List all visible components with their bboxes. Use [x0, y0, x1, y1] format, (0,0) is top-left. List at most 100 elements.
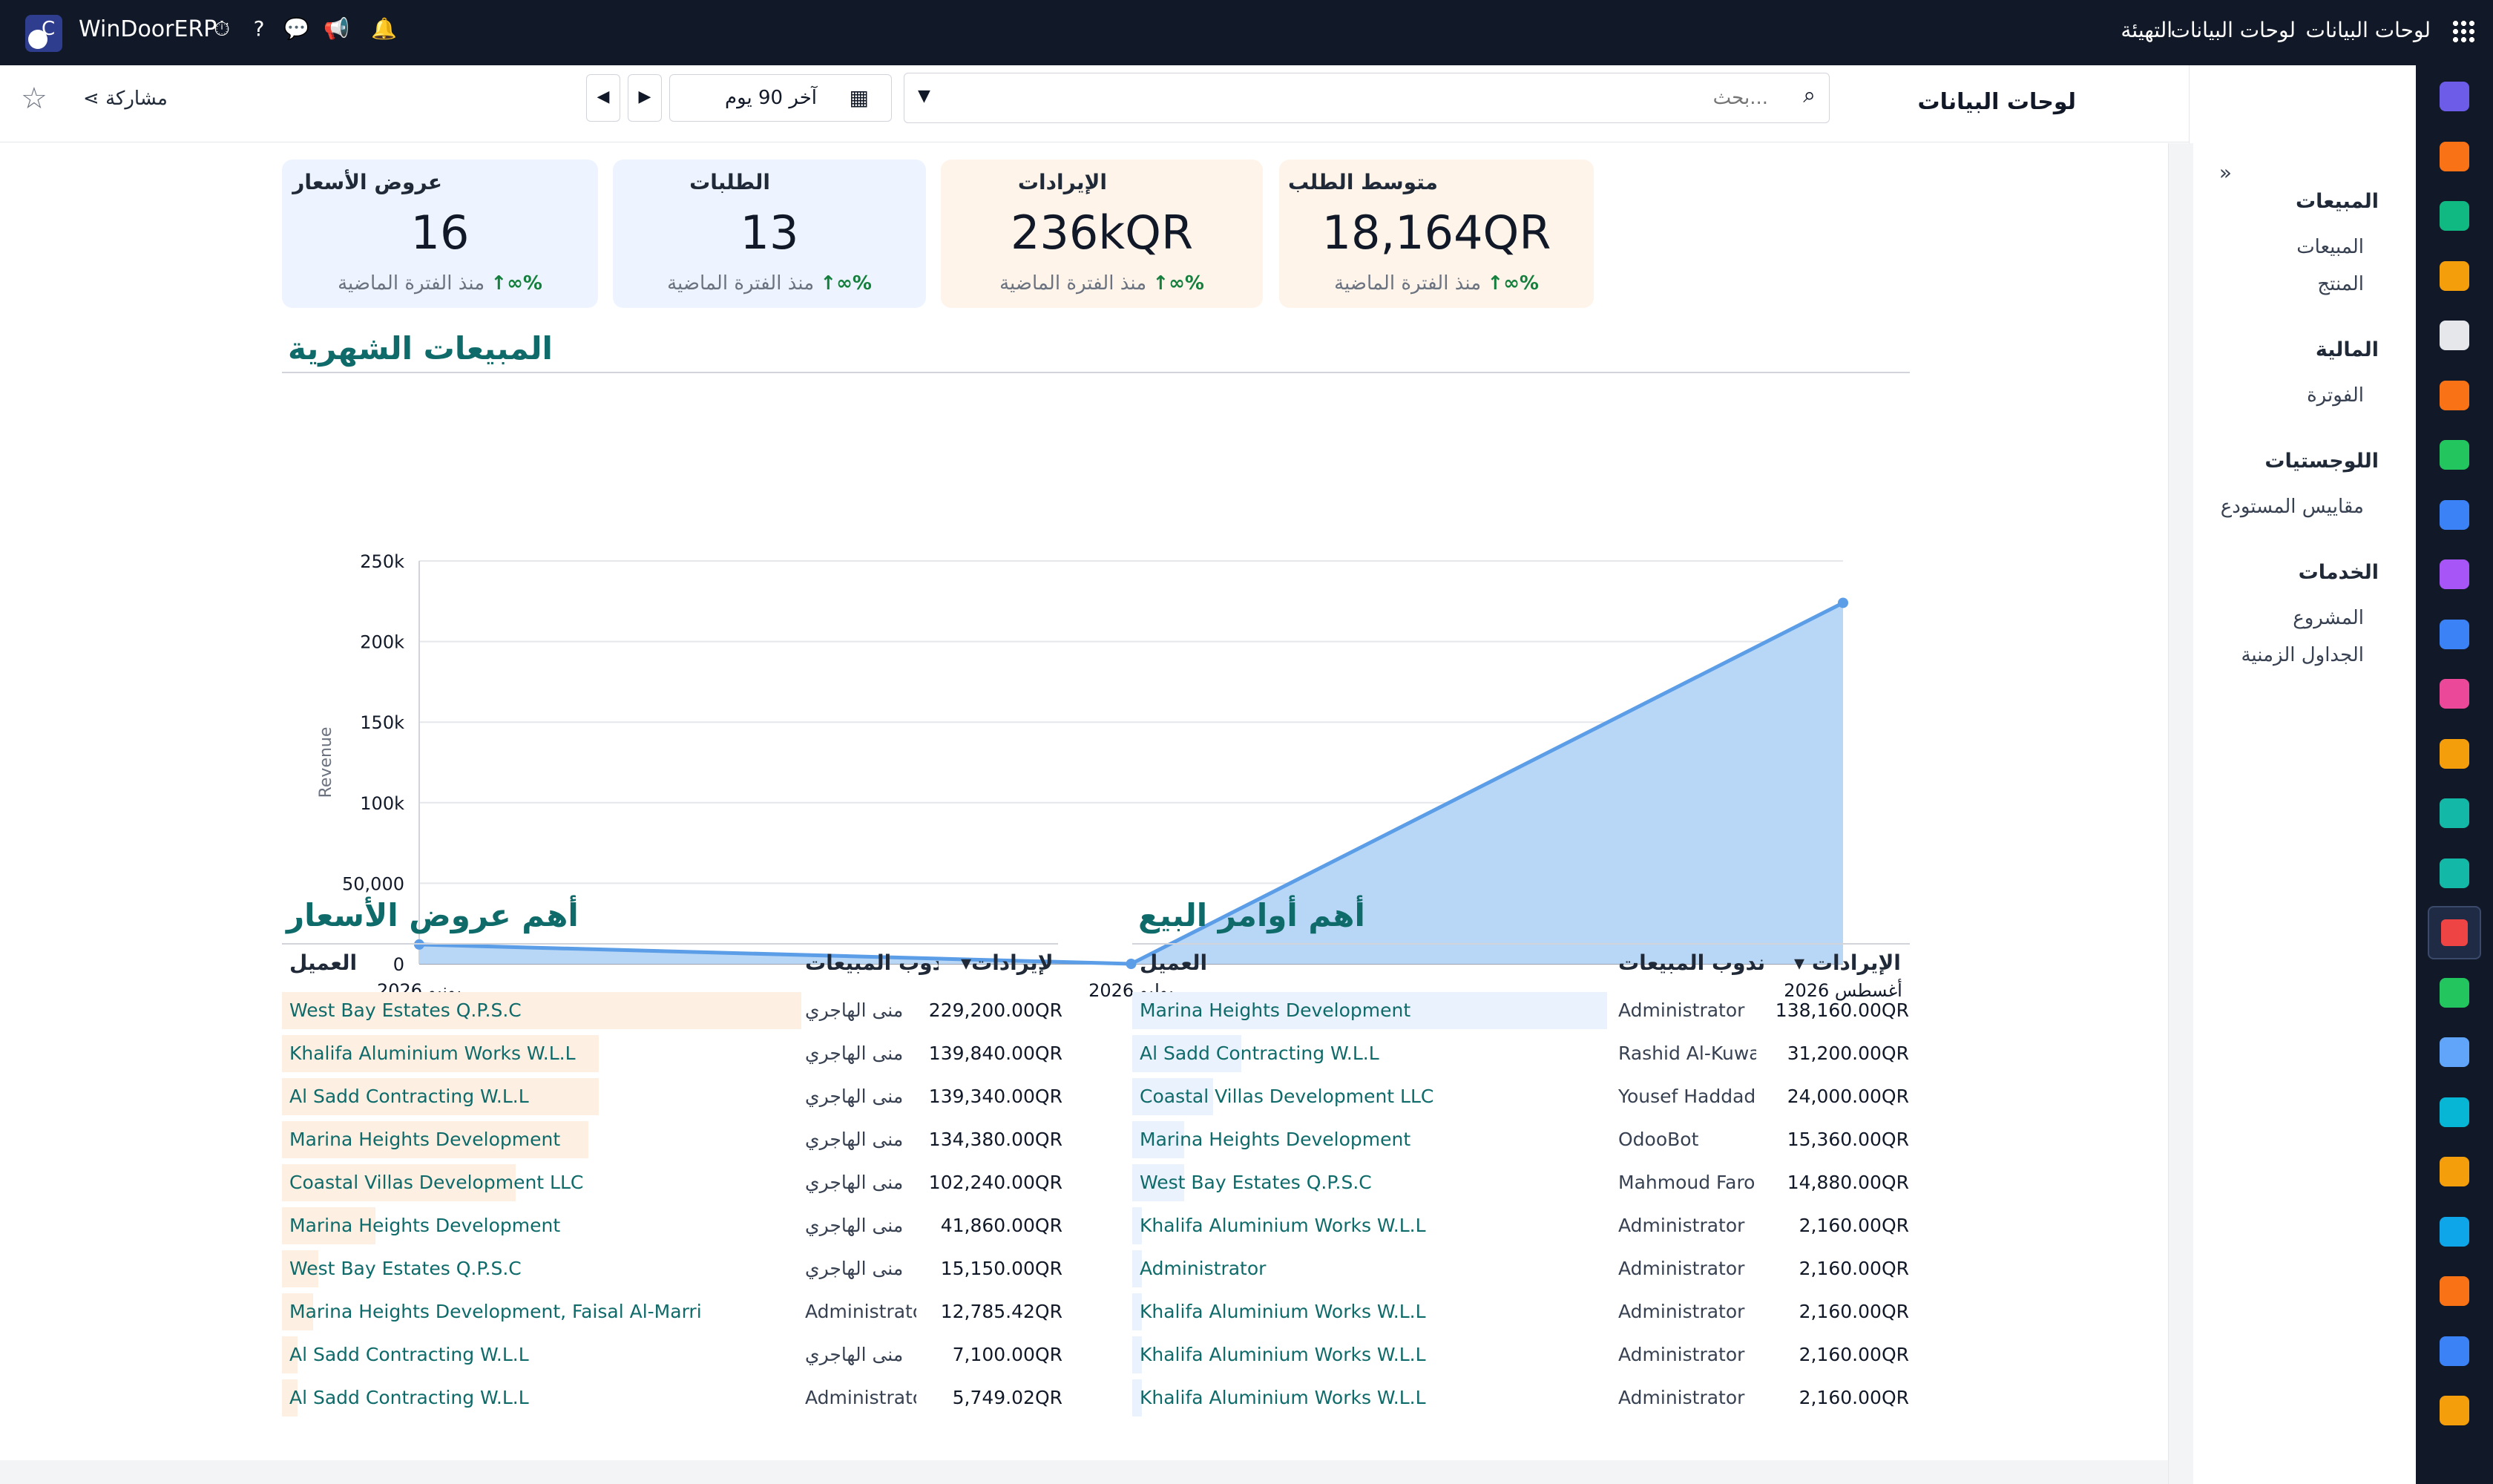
bell-icon[interactable]: 🔔	[371, 16, 397, 41]
kpi-average-order[interactable]: متوسط الطلب 18,164QR منذ الفترة الماضية …	[1279, 160, 1594, 308]
customer-link[interactable]: Administrator	[1140, 1258, 1267, 1279]
table-row[interactable]: Khalifa Aluminium Works W.L.L Administrat…	[1132, 1206, 1911, 1244]
table-row[interactable]: Al Sadd Contracting W.L.L منى الهاجري 7,10…	[282, 1335, 1062, 1373]
app-name[interactable]: WinDoorERP	[79, 16, 217, 42]
sidebar-item-product[interactable]: المنتج	[2317, 273, 2364, 295]
contacts-app-icon[interactable]	[2440, 858, 2469, 888]
company-logo-icon[interactable]	[25, 15, 62, 52]
customer-link[interactable]: Al Sadd Contracting W.L.L	[289, 1344, 529, 1365]
table-row[interactable]: Al Sadd Contracting W.L.L Rashid Al-Kuwar…	[1132, 1034, 1911, 1072]
menu-dashboards[interactable]: لوحات البيانات	[2170, 18, 2296, 42]
table-row[interactable]: Khalifa Aluminium Works W.L.L Administrat…	[1132, 1292, 1911, 1330]
website-app-icon[interactable]	[2440, 1097, 2469, 1127]
kpi-orders[interactable]: الطلبات 13 منذ الفترة الماضية ↑∞%	[613, 160, 926, 308]
table-row[interactable]: West Bay Estates Q.P.S.C منى الهاجري 229,2…	[282, 991, 1062, 1029]
inventory-app-icon[interactable]	[2440, 321, 2469, 350]
apps-app-icon[interactable]	[2440, 1396, 2469, 1425]
header-revenue[interactable]: ▾لإيرادات	[961, 951, 1065, 975]
app-grid-icon[interactable]	[2451, 19, 2475, 43]
dashboards-app-icon[interactable]	[2428, 906, 2481, 959]
sidebar-item-project[interactable]: المشروع	[2293, 607, 2364, 629]
customer-link[interactable]: Coastal Villas Development LLC	[1140, 1086, 1434, 1107]
table-row[interactable]: Marina Heights Development Administrator 1…	[1132, 991, 1911, 1029]
search-input[interactable]	[952, 79, 1768, 116]
repair-app-icon[interactable]	[2440, 1276, 2469, 1306]
discuss-app-icon[interactable]	[2440, 1037, 2469, 1067]
next-period-button[interactable]: ▶	[628, 74, 662, 122]
megaphone-icon[interactable]: 📢	[323, 16, 349, 41]
table-row[interactable]: Marina Heights Development منى الهاجري 134…	[282, 1120, 1062, 1158]
header-customer[interactable]: العميل	[289, 951, 358, 975]
table-row[interactable]: Khalifa Aluminium Works W.L.L Administrat…	[1132, 1378, 1911, 1416]
favorite-star-icon[interactable]: ☆	[21, 82, 47, 116]
table-row[interactable]: Marina Heights Development منى الهاجري 41,…	[282, 1206, 1062, 1244]
chat-app-icon[interactable]	[2440, 141, 2469, 171]
customer-link[interactable]: West Bay Estates Q.P.S.C	[289, 1258, 522, 1279]
table-row[interactable]: Al Sadd Contracting W.L.L منى الهاجري 139,…	[282, 1077, 1062, 1115]
crm-app-icon[interactable]	[2440, 201, 2469, 231]
table-row[interactable]: Administrator Administrator 2,160.00QR	[1132, 1249, 1911, 1287]
customer-link[interactable]: Khalifa Aluminium Works W.L.L	[1140, 1215, 1426, 1236]
table-row[interactable]: Al Sadd Contracting W.L.L Administrator 5,…	[282, 1378, 1062, 1416]
mail-app-icon[interactable]	[2440, 82, 2469, 111]
customer-link[interactable]: Coastal Villas Development LLC	[289, 1172, 584, 1193]
sales-app-icon[interactable]	[2440, 260, 2469, 291]
calendar-app-icon[interactable]	[2440, 738, 2469, 769]
customer-link[interactable]: Khalifa Aluminium Works W.L.L	[1140, 1301, 1426, 1322]
help-icon[interactable]: ?	[253, 16, 265, 41]
invoicing-app-icon[interactable]	[2440, 619, 2469, 649]
sign-app-icon[interactable]	[2440, 798, 2469, 828]
customer-link[interactable]: Khalifa Aluminium Works W.L.L	[289, 1043, 576, 1064]
customer-link[interactable]: West Bay Estates Q.P.S.C	[289, 999, 522, 1021]
customer-link[interactable]: Marina Heights Development	[289, 1215, 561, 1236]
documents-app-icon[interactable]	[2440, 499, 2469, 530]
whatsapp-app-icon[interactable]	[2440, 977, 2469, 1008]
table-row[interactable]: Khalifa Aluminium Works W.L.L Administrat…	[1132, 1335, 1911, 1373]
kpi-revenue[interactable]: الإيرادات 236kQR منذ الفترة الماضية ↑∞%	[941, 160, 1263, 308]
chat-icon[interactable]: 💬	[283, 16, 309, 41]
header-customer[interactable]: العميل	[1140, 951, 1208, 975]
header-sales-rep[interactable]: ندوب المبيعات	[1618, 951, 1766, 975]
customer-link[interactable]: Marina Heights Development	[1140, 1129, 1411, 1150]
search-options-caret-icon[interactable]: ▼	[918, 87, 930, 105]
sidebar-item-timesheets[interactable]: الجداول الزمنية	[2241, 644, 2364, 666]
customer-link[interactable]: Al Sadd Contracting W.L.L	[289, 1086, 529, 1107]
collapse-sidebar-icon[interactable]: »	[2218, 160, 2232, 185]
share-button[interactable]: ⋖ مشاركة	[83, 88, 168, 110]
employees-app-icon[interactable]	[2440, 679, 2469, 709]
customer-link[interactable]: Khalifa Aluminium Works W.L.L	[1140, 1387, 1426, 1408]
header-sales-rep[interactable]: ندوب المبيعات	[805, 951, 939, 975]
customer-link[interactable]: Marina Heights Development, Faisal Al-Ma…	[289, 1301, 702, 1322]
horizontal-scrollbar[interactable]	[0, 1460, 2168, 1484]
table-row[interactable]: Coastal Villas Development LLC Yousef Had…	[1132, 1077, 1911, 1115]
customer-link[interactable]: Khalifa Aluminium Works W.L.L	[1140, 1344, 1426, 1365]
table-row[interactable]: Marina Heights Development, Faisal Al-Ma…	[282, 1292, 1062, 1330]
customer-link[interactable]: Marina Heights Development	[289, 1129, 561, 1150]
purchase-app-icon[interactable]	[2440, 559, 2469, 589]
clock-icon[interactable]: ⏱	[214, 16, 230, 41]
vertical-scrollbar[interactable]	[2168, 143, 2193, 1484]
prev-period-button[interactable]: ◀	[586, 74, 620, 122]
table-row[interactable]: Khalifa Aluminium Works W.L.L منى الهاجري…	[282, 1034, 1062, 1072]
customer-link[interactable]: Al Sadd Contracting W.L.L	[1140, 1043, 1379, 1064]
email-marketing-app-icon[interactable]	[2440, 1157, 2469, 1186]
table-row[interactable]: Coastal Villas Development LLC منى الهاجر…	[282, 1163, 1062, 1201]
sidebar-item-invoicing[interactable]: الفوترة	[2307, 384, 2364, 407]
table-row[interactable]: Marina Heights Development OdooBot 15,360.…	[1132, 1120, 1911, 1158]
table-row[interactable]: West Bay Estates Q.P.S.C منى الهاجري 15,15…	[282, 1249, 1062, 1287]
menu-dashboards-root[interactable]: لوحات البيانات	[2305, 18, 2431, 42]
surveys-app-icon[interactable]	[2440, 1336, 2469, 1366]
menu-config[interactable]: التهيئة	[2121, 18, 2172, 42]
accounting-app-icon[interactable]	[2440, 440, 2469, 470]
customer-link[interactable]: Marina Heights Development	[1140, 999, 1411, 1021]
table-row[interactable]: West Bay Estates Q.P.S.C Mahmoud Farouk 14…	[1132, 1163, 1911, 1201]
planning-app-icon[interactable]	[2440, 1216, 2469, 1247]
sidebar-item-sales[interactable]: المبيعات	[2296, 236, 2364, 258]
kpi-quotations[interactable]: عروض الأسعار 16 منذ الفترة الماضية ↑∞%	[282, 160, 598, 308]
products-app-icon[interactable]	[2440, 380, 2469, 410]
date-filter-button[interactable]: آخر 90 يوم ▦	[669, 74, 892, 122]
search-icon[interactable]: ⌕	[1803, 82, 1816, 108]
customer-link[interactable]: West Bay Estates Q.P.S.C	[1140, 1172, 1372, 1193]
sidebar-item-warehouse-metrics[interactable]: مقاييس المستودع	[2220, 496, 2364, 518]
